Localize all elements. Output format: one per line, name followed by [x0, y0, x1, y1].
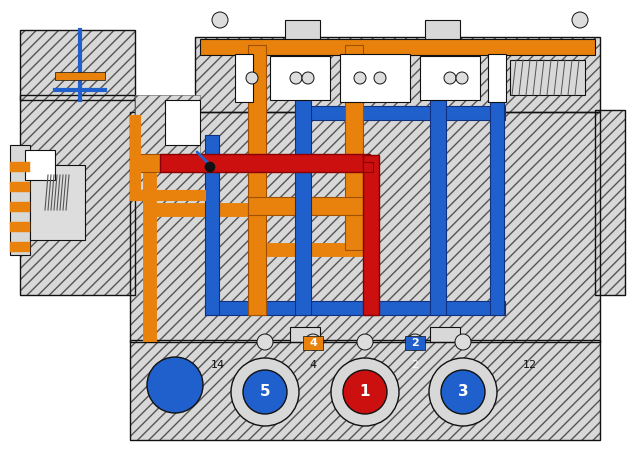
Bar	[130, 340, 600, 440]
Circle shape	[290, 72, 302, 84]
Circle shape	[305, 334, 321, 350]
Circle shape	[343, 370, 387, 414]
Circle shape	[407, 334, 423, 350]
Bar	[130, 112, 600, 342]
Text: 1: 1	[360, 384, 370, 400]
Bar	[130, 112, 600, 342]
Bar	[363, 162, 373, 172]
Bar	[430, 65, 446, 315]
Bar	[10, 202, 30, 212]
Bar	[130, 340, 600, 440]
Bar	[20, 30, 135, 100]
Bar	[303, 336, 323, 350]
Text: 12: 12	[523, 360, 537, 370]
Bar	[420, 56, 480, 100]
Bar	[55, 72, 105, 80]
Bar	[160, 154, 370, 172]
Circle shape	[257, 334, 273, 350]
Bar	[10, 242, 30, 252]
Bar	[205, 135, 219, 315]
Bar	[248, 197, 363, 215]
Bar	[430, 327, 460, 342]
Bar	[30, 165, 85, 240]
Text: 3: 3	[457, 384, 468, 400]
Circle shape	[243, 370, 287, 414]
Bar	[20, 30, 135, 100]
Bar	[340, 54, 410, 102]
Circle shape	[456, 72, 468, 84]
Circle shape	[572, 12, 588, 28]
Text: 2: 2	[411, 338, 419, 348]
Text: 4: 4	[309, 360, 316, 370]
Circle shape	[444, 72, 456, 84]
Circle shape	[455, 334, 471, 350]
Bar	[135, 154, 165, 172]
Text: 2: 2	[411, 360, 418, 370]
Bar	[135, 95, 200, 160]
Bar	[295, 65, 311, 315]
Text: 4: 4	[309, 338, 317, 348]
Bar	[595, 110, 625, 295]
Bar	[10, 182, 30, 192]
Circle shape	[212, 12, 228, 28]
Circle shape	[231, 358, 299, 426]
Bar	[10, 162, 30, 172]
Bar	[20, 95, 135, 295]
Bar	[205, 301, 505, 315]
Circle shape	[147, 357, 203, 413]
Bar	[270, 56, 330, 100]
Bar	[425, 20, 460, 40]
Circle shape	[374, 72, 386, 84]
Bar	[490, 65, 504, 315]
Bar	[510, 60, 585, 95]
Circle shape	[441, 370, 485, 414]
Circle shape	[357, 334, 373, 350]
Text: 14: 14	[211, 360, 225, 370]
Circle shape	[354, 72, 366, 84]
Bar	[363, 155, 379, 315]
Bar	[295, 106, 505, 120]
Bar	[200, 39, 595, 55]
Bar	[488, 54, 506, 102]
Circle shape	[205, 162, 215, 172]
Bar	[235, 54, 253, 102]
Bar	[20, 95, 135, 295]
Bar	[25, 150, 55, 180]
Text: 5: 5	[260, 384, 270, 400]
Circle shape	[429, 358, 497, 426]
Bar	[248, 45, 266, 315]
Circle shape	[331, 358, 399, 426]
Bar	[10, 222, 30, 232]
Bar	[165, 100, 200, 145]
Bar	[290, 327, 320, 342]
Bar	[195, 37, 600, 112]
Bar	[405, 336, 425, 350]
Bar	[595, 110, 625, 295]
Circle shape	[302, 72, 314, 84]
Bar	[195, 37, 600, 112]
Bar	[285, 20, 320, 40]
Bar	[345, 45, 363, 250]
Bar	[10, 145, 30, 255]
Circle shape	[246, 72, 258, 84]
